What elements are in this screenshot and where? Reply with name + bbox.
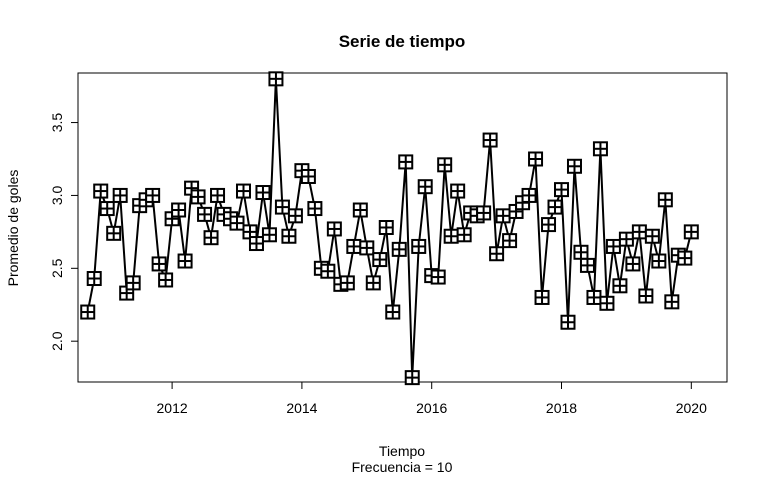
data-point xyxy=(320,263,336,279)
data-point xyxy=(631,224,647,240)
data-point xyxy=(177,253,193,269)
data-point xyxy=(430,269,446,285)
series-layer xyxy=(86,77,693,379)
y-tick-label: 2.5 xyxy=(49,258,65,278)
data-point xyxy=(404,370,420,386)
data-point xyxy=(158,272,174,288)
x-axis-subtitle: Frecuencia = 10 xyxy=(352,459,453,475)
x-axis-title: Tiempo xyxy=(379,443,425,459)
data-point xyxy=(359,240,375,256)
data-point xyxy=(235,183,251,199)
data-point xyxy=(644,228,660,244)
data-point xyxy=(605,238,621,254)
x-tick-label: 2016 xyxy=(416,400,447,416)
data-point xyxy=(417,179,433,195)
data-point xyxy=(495,208,511,224)
data-point xyxy=(391,241,407,257)
data-point xyxy=(411,238,427,254)
data-point xyxy=(638,288,654,304)
y-axis: 2.0 2.5 3.0 3.5 xyxy=(49,113,79,351)
data-point xyxy=(547,199,563,215)
data-point xyxy=(145,187,161,203)
data-point xyxy=(326,221,342,237)
data-point xyxy=(651,253,667,269)
chart-title: Serie de tiempo xyxy=(339,32,466,51)
data-point xyxy=(99,201,115,217)
data-point xyxy=(229,215,245,231)
data-point xyxy=(521,187,537,203)
data-point xyxy=(554,182,570,198)
plot-frame xyxy=(77,72,728,383)
data-point xyxy=(171,202,187,218)
data-point xyxy=(86,271,102,287)
series-line xyxy=(86,77,693,379)
data-point xyxy=(80,304,96,320)
data-point xyxy=(203,230,219,246)
data-point xyxy=(125,275,141,291)
x-tick-label: 2020 xyxy=(676,400,707,416)
data-point xyxy=(456,227,472,243)
data-point xyxy=(502,233,518,249)
data-point xyxy=(560,314,576,330)
x-tick-label: 2014 xyxy=(286,400,317,416)
data-point xyxy=(528,151,544,167)
data-point xyxy=(443,228,459,244)
data-point xyxy=(489,246,505,262)
data-point xyxy=(281,228,297,244)
data-point xyxy=(372,252,388,268)
data-point xyxy=(482,132,498,148)
data-point xyxy=(255,185,271,201)
y-tick-label: 3.0 xyxy=(49,185,65,205)
data-point xyxy=(573,244,589,260)
x-tick-label: 2018 xyxy=(546,400,577,416)
data-point xyxy=(534,289,550,305)
marker-layer xyxy=(80,71,699,386)
x-tick-label: 2012 xyxy=(157,400,188,416)
data-point xyxy=(398,154,414,170)
data-point xyxy=(677,250,693,266)
data-point xyxy=(579,257,595,273)
data-point xyxy=(450,183,466,199)
data-point xyxy=(612,278,628,294)
data-point xyxy=(274,199,290,215)
data-point xyxy=(93,183,109,199)
data-point xyxy=(683,224,699,240)
y-axis-title: Promedio de goles xyxy=(5,170,21,287)
data-point xyxy=(592,141,608,157)
data-point xyxy=(586,289,602,305)
data-point xyxy=(300,168,316,184)
data-point xyxy=(190,189,206,205)
data-point xyxy=(339,275,355,291)
data-point xyxy=(599,295,615,311)
data-point xyxy=(352,202,368,218)
data-point xyxy=(268,71,284,87)
data-point xyxy=(106,225,122,241)
data-point xyxy=(664,294,680,310)
data-point xyxy=(307,201,323,217)
data-point xyxy=(287,208,303,224)
data-point xyxy=(476,205,492,221)
data-point xyxy=(151,256,167,272)
data-point xyxy=(346,238,362,254)
y-tick-label: 3.5 xyxy=(49,113,65,133)
data-point xyxy=(197,206,213,222)
data-point xyxy=(625,256,641,272)
data-point xyxy=(210,187,226,203)
x-axis: 2012 2014 2016 2018 2020 xyxy=(157,381,707,416)
data-point xyxy=(541,217,557,233)
data-point xyxy=(385,304,401,320)
data-point xyxy=(437,157,453,173)
data-point xyxy=(566,158,582,174)
data-point xyxy=(657,192,673,208)
y-tick-label: 2.0 xyxy=(49,331,65,351)
data-point xyxy=(261,227,277,243)
data-point xyxy=(618,231,634,247)
data-point xyxy=(248,236,264,252)
data-point xyxy=(378,220,394,235)
data-point xyxy=(365,275,381,291)
data-point xyxy=(112,187,128,203)
